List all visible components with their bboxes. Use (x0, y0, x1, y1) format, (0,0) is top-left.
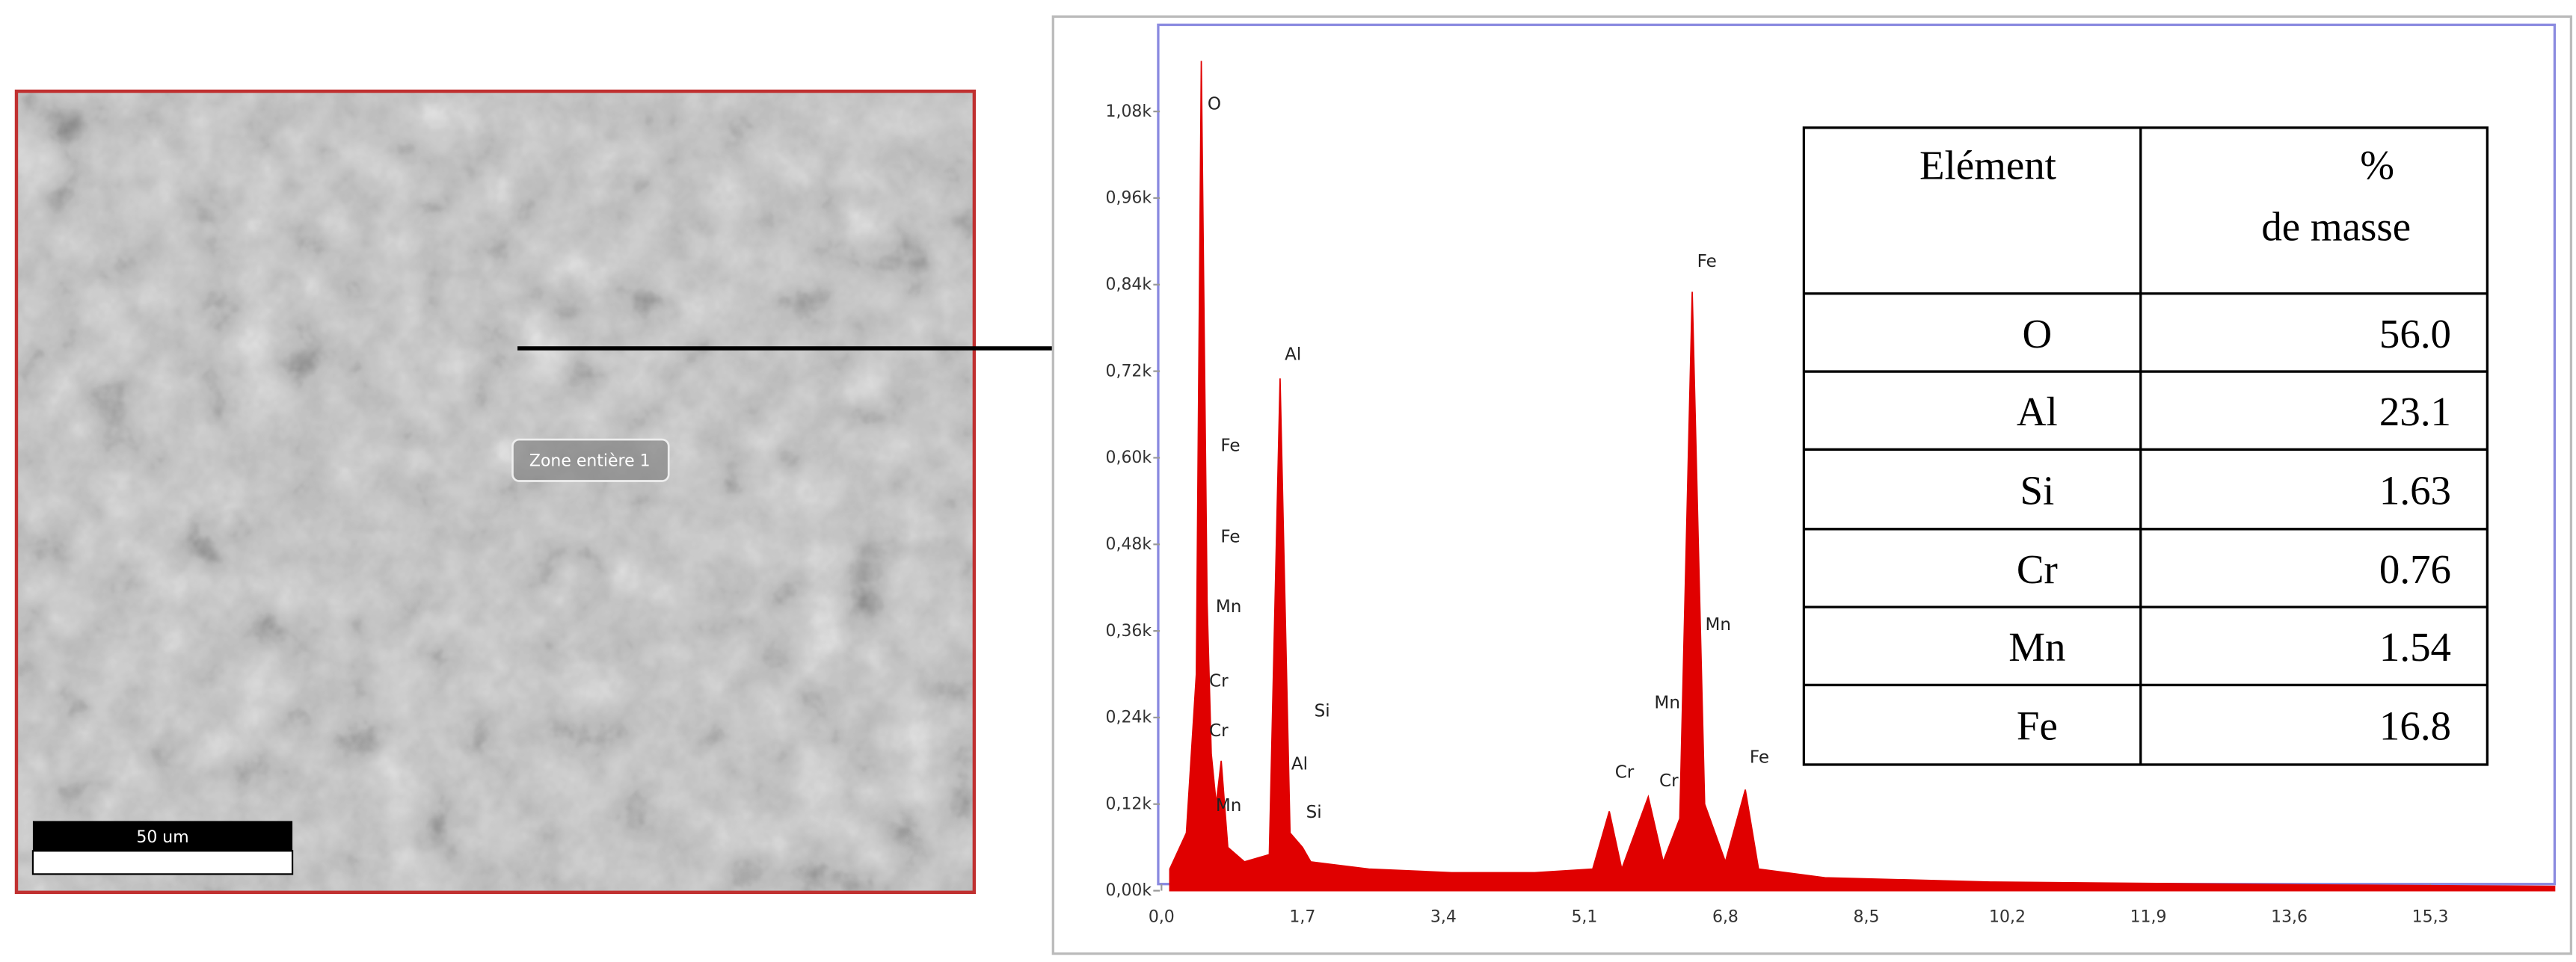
micrograph (16, 91, 974, 892)
peak-label: Mn (1216, 795, 1242, 815)
mass-cell: 1.54 (2379, 624, 2451, 670)
table: Elément % de masse O 56.0 Al 23.1 Si 1.63 Cr 0.76 M… (1802, 126, 2489, 766)
sem-image: Zone entière 1 50 um (14, 89, 977, 895)
peak-label: Fe (1220, 435, 1240, 455)
y-tick-label: 0,84k (1105, 275, 1152, 294)
x-tick-label: 1,7 (1289, 908, 1315, 927)
scale-bar-back (32, 821, 293, 851)
scale-bar (31, 850, 294, 875)
peak-label: Cr (1615, 762, 1635, 783)
mass-cell: 56.0 (2379, 311, 2451, 357)
y-tick-label: 0,72k (1105, 362, 1152, 380)
y-tick-label: 0,48k (1105, 535, 1152, 554)
image-border (14, 89, 977, 895)
y-tick-label: 1,08k (1105, 102, 1152, 121)
x-tick-label: 3,4 (1430, 908, 1457, 927)
x-tick-label: 6,8 (1712, 908, 1739, 927)
header-cell: de masse (2261, 204, 2411, 250)
peak-label: Fe (1220, 526, 1240, 546)
y-tick-label: 0,60k (1105, 448, 1152, 467)
y-tick-label: 0,24k (1105, 708, 1152, 727)
peak-label: Fe (1697, 251, 1717, 271)
plot: 0,00k 0,12k 0,24k 0,36k 0,48k 0,60k 0,72k 0,84k… (1105, 61, 2556, 927)
mass-cell: 23.1 (2379, 389, 2451, 434)
peak-label: Cr (1659, 771, 1679, 791)
x-tick-label: 15,3 (2412, 908, 2449, 927)
x-tick-label: 10,2 (1989, 908, 2026, 927)
y-tick-label: 0,96k (1105, 189, 1152, 208)
y-tick-label: 0,00k (1105, 881, 1152, 900)
zone-label: Zone entière 1 (529, 451, 651, 470)
peak-label: Mn (1654, 692, 1680, 712)
element-cell: O (2023, 311, 2053, 357)
mass-cell: 1.63 (2379, 467, 2451, 513)
peak-label: Mn (1216, 596, 1242, 617)
peak-label: Cr (1209, 671, 1229, 691)
peak-label: Al (1285, 344, 1301, 364)
peak-label: Fe (1750, 747, 1769, 768)
x-tick-label: 13,6 (2271, 908, 2308, 927)
peak-label: O (1208, 93, 1221, 114)
x-tick-label: 11,9 (2130, 908, 2167, 927)
y-tick-label: 0,36k (1105, 622, 1152, 641)
x-tick-label: 8,5 (1853, 908, 1879, 927)
header-cell: Elément (1919, 142, 2057, 188)
table-bg (1802, 126, 2489, 766)
y-tick-label: 0,12k (1105, 795, 1152, 813)
mass-cell: 0.76 (2379, 546, 2451, 592)
x-tick-label: 5,1 (1571, 908, 1597, 927)
element-cell: Fe (2017, 703, 2058, 748)
peak-label: Cr (1209, 721, 1229, 741)
mass-cell: 16.8 (2379, 703, 2451, 748)
x-tick-label: 0,0 (1149, 908, 1175, 927)
element-cell: Al (2017, 389, 2058, 434)
header-cell: % (2360, 142, 2394, 188)
peak-label: Al (1291, 753, 1308, 774)
element-cell: Cr (2017, 546, 2058, 592)
zone-box (511, 438, 670, 482)
element-cell: Mn (2008, 624, 2065, 670)
peak-label: Si (1315, 700, 1330, 721)
peak-label: Si (1306, 802, 1322, 822)
scale-label: 50 um (136, 828, 188, 847)
element-cell: Si (2020, 467, 2054, 513)
peak-label: Mn (1706, 614, 1732, 635)
spectrum (1169, 61, 2556, 892)
